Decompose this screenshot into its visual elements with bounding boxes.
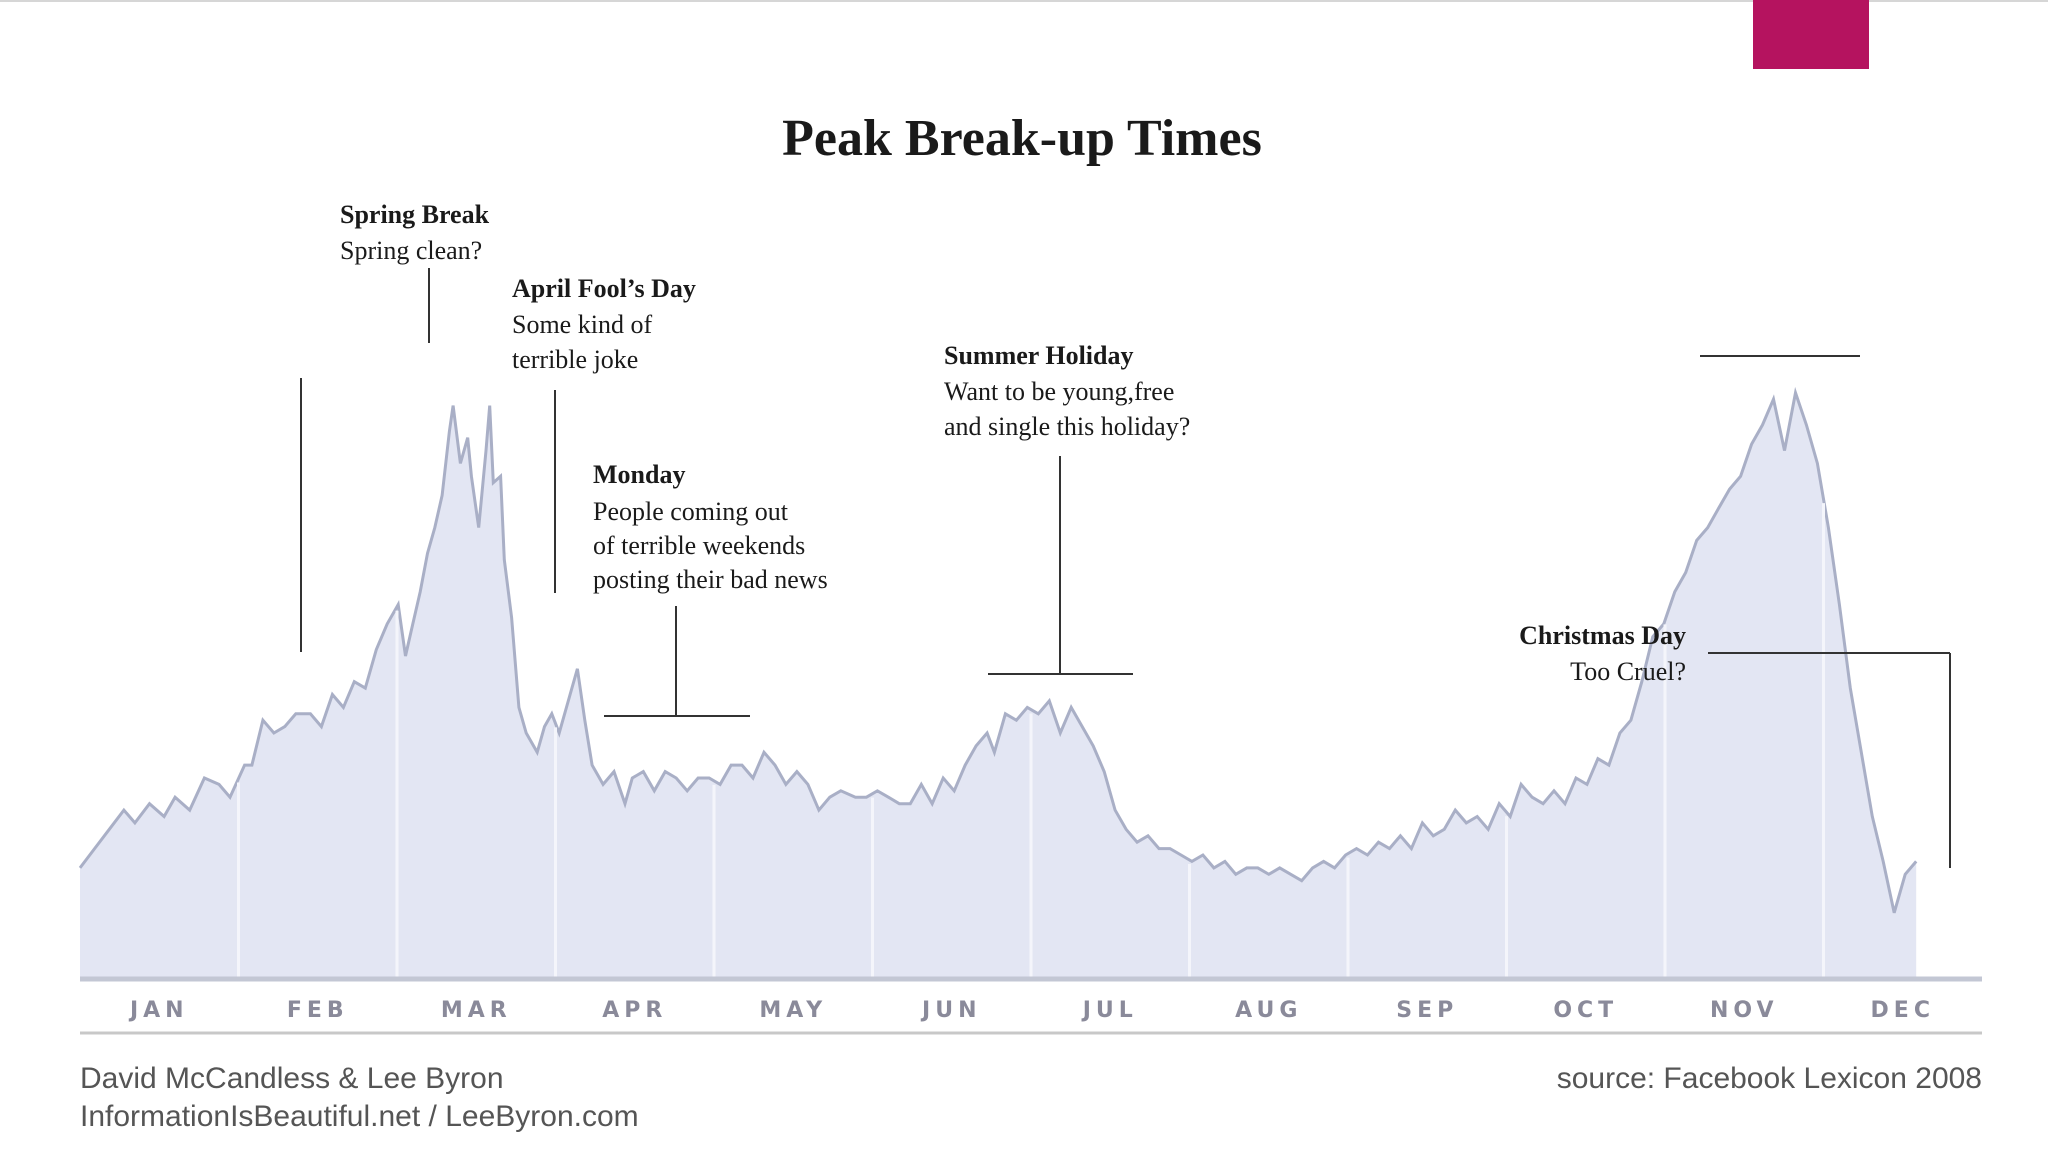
credit-sites: InformationIsBeautiful.net / LeeByron.co… [80,1100,639,1133]
accent-square [1753,0,1869,69]
month-labels: JAN FEB MAR APR MAY JUN JUL AUG SEP OCT NOV DEC [128,998,1935,1023]
annotation-title: April Fool’s Day [512,274,696,303]
credit-source: source: Facebook Lexicon 2008 [1557,1062,1982,1095]
month-label: OCT [1553,998,1618,1023]
annotation-line: People coming out [593,497,789,526]
month-label: MAY [759,998,827,1023]
annotation-title: Monday [593,460,685,489]
annotation-title: Christmas Day [1519,621,1686,650]
breakup-area [80,392,1917,977]
month-label: JUL [1081,998,1138,1023]
annotation-line: Want to be young,free [944,377,1174,406]
area-layer [78,386,1918,977]
annotation-title: Summer Holiday [944,341,1133,370]
annotation-summer-holiday: Summer Holiday Want to be young,free and… [944,341,1190,441]
annotation-line: of terrible weekends [593,531,805,560]
annotation-line: terrible joke [512,345,638,374]
month-label: JAN [128,998,189,1023]
month-label: AUG [1235,998,1302,1023]
annotation-christmas-day: Christmas Day Too Cruel? [1519,621,1686,686]
month-label: JUN [920,998,981,1023]
month-label: MAR [441,998,512,1023]
credit-authors: David McCandless & Lee Byron [80,1062,504,1095]
chart-title: Peak Break-up Times [782,110,1262,167]
annotation-monday: Monday People coming out of terrible wee… [593,460,828,594]
month-separators [237,503,1825,977]
annotation-line: Spring clean? [340,236,482,265]
month-label: APR [602,998,667,1023]
breakup-line [78,386,1918,914]
month-label: SEP [1396,998,1458,1023]
month-label: DEC [1871,998,1935,1023]
annotation-line: posting their bad news [593,565,828,594]
top-rule [0,0,2048,2]
annotation-spring-break: Spring Break Spring clean? [340,200,490,265]
annotation-line: Some kind of [512,310,652,339]
annotation-line: Too Cruel? [1570,657,1686,686]
annotation-line: and single this holiday? [944,412,1190,441]
annotation-april-fools: April Fool’s Day Some kind of terrible j… [512,274,696,374]
month-label: FEB [287,998,349,1023]
month-label: NOV [1710,998,1779,1023]
annotation-title: Spring Break [340,200,490,229]
annotation-lines [300,268,1951,868]
